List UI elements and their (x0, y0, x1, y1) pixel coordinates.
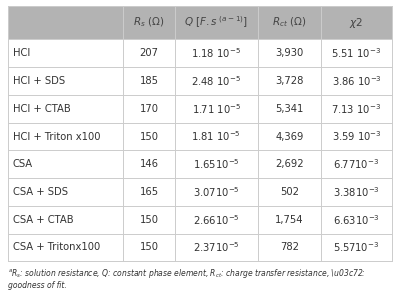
Text: 185: 185 (140, 76, 159, 86)
Bar (8, 234, 392, 261)
Bar (8, 123, 392, 150)
Bar (8, 178, 392, 206)
Text: $^a$$R_s$: solution resistance, Q: constant phase element, $R_{ct}$: charge tran: $^a$$R_s$: solution resistance, Q: const… (8, 267, 366, 290)
Text: $1.18\ 10^{-5}$: $1.18\ 10^{-5}$ (191, 46, 241, 60)
Text: $3.3810^{-3}$: $3.3810^{-3}$ (333, 185, 380, 199)
Text: 3,728: 3,728 (275, 76, 304, 86)
Bar (8, 6, 392, 39)
Text: $\chi2$: $\chi2$ (350, 16, 364, 29)
Text: 1,754: 1,754 (275, 215, 304, 225)
Text: 146: 146 (140, 159, 159, 169)
Text: $6.6310^{-3}$: $6.6310^{-3}$ (333, 213, 380, 227)
Text: $1.71\ 10^{-5}$: $1.71\ 10^{-5}$ (192, 102, 241, 116)
Bar (8, 39, 392, 67)
Text: $3.59\ 10^{-3}$: $3.59\ 10^{-3}$ (332, 130, 381, 143)
Text: HCl + CTAB: HCl + CTAB (13, 104, 70, 114)
Text: $R_s\ (\Omega)$: $R_s\ (\Omega)$ (133, 16, 165, 29)
Text: 165: 165 (140, 187, 159, 197)
Text: CSA + Tritonx100: CSA + Tritonx100 (13, 242, 100, 253)
Text: $2.6610^{-5}$: $2.6610^{-5}$ (193, 213, 240, 227)
Text: $5.51\ 10^{-3}$: $5.51\ 10^{-3}$ (332, 46, 382, 60)
Text: 782: 782 (280, 242, 299, 253)
Text: CSA + CTAB: CSA + CTAB (13, 215, 74, 225)
Text: $3.0710^{-5}$: $3.0710^{-5}$ (193, 185, 240, 199)
Bar (8, 95, 392, 123)
Text: $2.3710^{-5}$: $2.3710^{-5}$ (193, 241, 240, 254)
Text: 207: 207 (140, 48, 159, 58)
Bar (8, 67, 392, 95)
Text: 2,692: 2,692 (275, 159, 304, 169)
Text: $1.6510^{-5}$: $1.6510^{-5}$ (193, 157, 240, 171)
Bar (8, 206, 392, 234)
Text: HCl + SDS: HCl + SDS (13, 76, 65, 86)
Text: $R_{ct}\ (\Omega)$: $R_{ct}\ (\Omega)$ (272, 16, 307, 29)
Text: $Q\ [F.s^{\ (a-1)}]$: $Q\ [F.s^{\ (a-1)}]$ (184, 15, 248, 30)
Text: 4,369: 4,369 (275, 131, 304, 142)
Text: $6.7710^{-3}$: $6.7710^{-3}$ (334, 157, 380, 171)
Text: $5.5710^{-3}$: $5.5710^{-3}$ (334, 241, 380, 254)
Text: $2.48\ 10^{-5}$: $2.48\ 10^{-5}$ (191, 74, 241, 88)
Text: 5,341: 5,341 (275, 104, 304, 114)
Text: $7.13\ 10^{-3}$: $7.13\ 10^{-3}$ (332, 102, 382, 116)
Text: 150: 150 (140, 215, 159, 225)
Text: CSA: CSA (13, 159, 33, 169)
Text: CSA + SDS: CSA + SDS (13, 187, 68, 197)
Text: 502: 502 (280, 187, 299, 197)
Bar (8, 150, 392, 178)
Text: HCl + Triton x100: HCl + Triton x100 (13, 131, 100, 142)
Text: 170: 170 (140, 104, 159, 114)
Text: $3.86\ 10^{-3}$: $3.86\ 10^{-3}$ (332, 74, 382, 88)
Text: 3,930: 3,930 (275, 48, 304, 58)
Text: 150: 150 (140, 242, 159, 253)
Text: HCl: HCl (13, 48, 30, 58)
Text: 150: 150 (140, 131, 159, 142)
Text: $1.81\ 10^{-5}$: $1.81\ 10^{-5}$ (192, 130, 241, 143)
